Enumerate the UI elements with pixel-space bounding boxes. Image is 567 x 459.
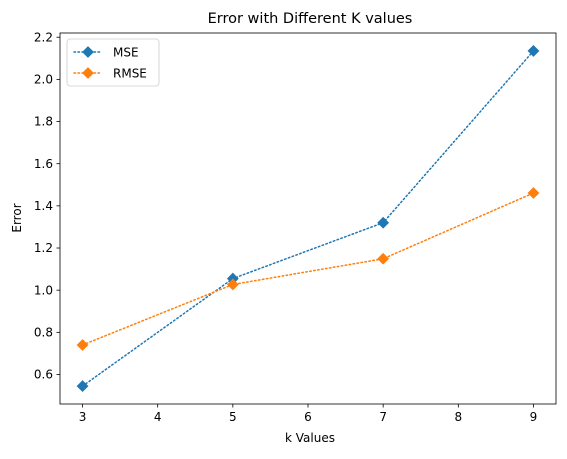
x-tick-label: 9 [530, 410, 538, 424]
y-axis-label: Error [10, 203, 24, 232]
y-tick-label: 1.4 [34, 199, 53, 213]
y-tick-label: 0.6 [34, 368, 53, 382]
x-axis-label: k Values [285, 431, 335, 445]
x-tick-label: 4 [154, 410, 162, 424]
legend-label-mse: MSE [113, 45, 139, 59]
data-point-rmse [77, 340, 87, 350]
data-point-mse [77, 381, 87, 391]
y-tick-label: 1.0 [34, 283, 53, 297]
x-tick-label: 8 [454, 410, 462, 424]
y-tick-label: 1.8 [34, 115, 53, 129]
series-mse [77, 46, 538, 392]
legend: MSE RMSE [67, 39, 159, 86]
data-point-mse [378, 218, 388, 228]
x-tick-label: 6 [304, 410, 312, 424]
y-tick-label: 1.2 [34, 241, 53, 255]
x-tick-label: 3 [79, 410, 87, 424]
x-tick-label: 7 [379, 410, 387, 424]
y-tick-label: 0.8 [34, 326, 53, 340]
chart-title: Error with Different K values [208, 11, 413, 27]
legend-label-rmse: RMSE [113, 66, 147, 80]
series-line-rmse [83, 193, 534, 345]
y-tick-label: 1.6 [34, 157, 53, 171]
data-point-rmse [378, 254, 388, 264]
series-rmse [77, 188, 538, 350]
series-group [77, 46, 538, 392]
y-tick-label: 2.0 [34, 73, 53, 87]
x-tick-label: 5 [229, 410, 237, 424]
data-point-rmse [528, 188, 538, 198]
series-line-mse [83, 51, 534, 386]
y-tick-label: 2.2 [34, 30, 53, 44]
